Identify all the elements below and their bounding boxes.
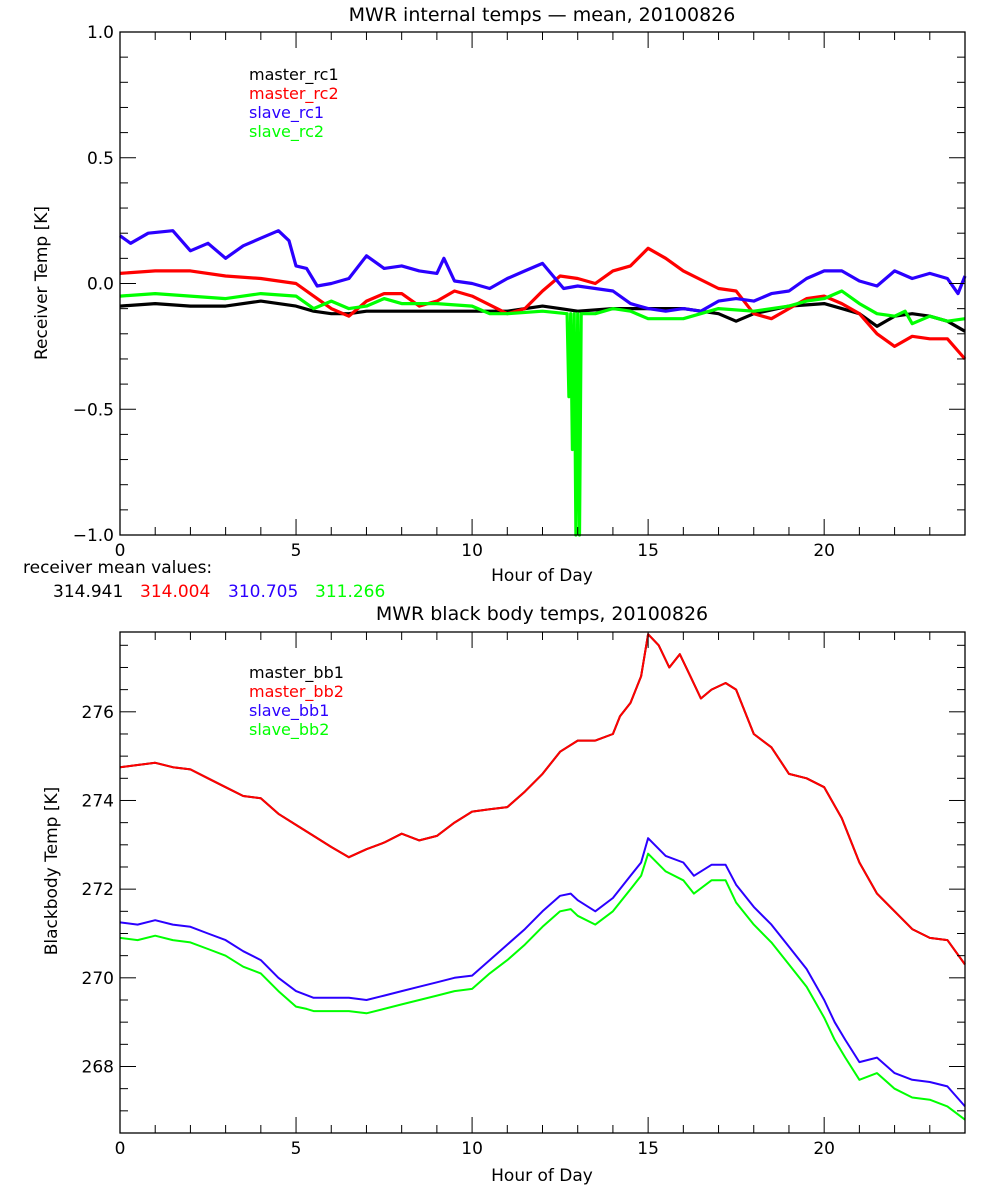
series-line-slave-rc1 [119,229,967,313]
series-line-slave-bb2 [119,852,966,1121]
receiver-mean-master-rc1: 314.941 [53,582,123,602]
legend-item-slave-rc2: slave_rc2 [249,122,324,142]
series-line-master-bb2 [119,633,966,966]
chart-title: MWR internal temps — mean, 20100826 [349,4,736,26]
receiver-means-label: receiver mean values: [23,558,212,578]
y-tick-label: 0.0 [87,275,114,295]
legend-item-slave-bb1: slave_bb1 [249,701,329,721]
y-tick-label: 1.0 [87,23,114,43]
series-group [119,229,967,537]
y-axis-label: Receiver Temp [K] [32,206,52,360]
series-line-slave-rc2 [119,289,966,537]
series-group [119,633,966,1121]
receiver-means: receiver mean values: 314.941 314.004 31… [23,558,385,602]
legend-item-slave-bb2: slave_bb2 [249,720,329,740]
legend-item-slave-rc1: slave_rc1 [249,103,324,123]
blackbody-temp-chart: MWR black body temps, 20100826 Blackbody… [42,603,966,1186]
y-tick-label: 276 [82,703,114,723]
receiver-mean-slave-rc2: 311.266 [315,582,385,602]
receiver-temp-chart: MWR internal temps — mean, 20100826 Rece… [32,4,967,586]
legend-item-master-bb1: master_bb1 [249,663,344,683]
legend: master_bb1 master_bb2 slave_bb1 slave_bb… [249,663,344,740]
x-tick-label: 20 [813,1139,835,1159]
x-tick-label: 15 [637,1139,659,1159]
x-tick-label: 0 [115,1139,126,1159]
chart-title: MWR black body temps, 20100826 [376,603,708,625]
series-line-slave-bb1 [119,837,966,1108]
x-tick-label: 10 [461,1139,483,1159]
y-tick-label: −0.5 [73,400,114,420]
y-tick-label: −1.0 [73,526,114,546]
plot-frame [119,31,966,536]
receiver-mean-master-rc2: 314.004 [140,582,210,602]
x-tick-label: 5 [291,1139,302,1159]
x-axis-label: Hour of Day [491,1166,593,1186]
plot-frame [119,631,966,1134]
x-tick-label: 10 [461,541,483,561]
x-tick-label: 20 [813,541,835,561]
x-axis-label: Hour of Day [491,566,593,586]
series-line-master-rc2 [119,246,967,361]
receiver-mean-slave-rc1: 310.705 [228,582,298,602]
y-tick-label: 270 [82,969,114,989]
x-tick-label: 5 [291,541,302,561]
series-line-master-bb1 [119,633,966,966]
y-tick-label: 268 [82,1057,114,1077]
legend: master_rc1 master_rc2 slave_rc1 slave_rc… [249,65,339,142]
y-tick-label: 0.5 [87,149,114,169]
x-tick-label: 0 [115,541,126,561]
x-tick-label: 15 [637,541,659,561]
legend-item-master-rc1: master_rc1 [249,65,339,85]
y-tick-label: 272 [82,880,114,900]
y-tick-label: 274 [82,791,114,811]
y-axis-label: Blackbody Temp [K] [42,787,62,956]
legend-item-master-rc2: master_rc2 [249,84,339,104]
legend-item-master-bb2: master_bb2 [249,682,344,702]
series-line-master-rc1 [119,299,966,333]
